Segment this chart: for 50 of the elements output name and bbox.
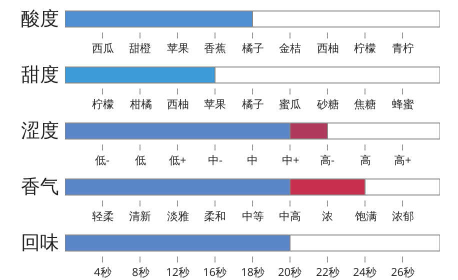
text: 饱满: [354, 209, 377, 224]
text: 中高: [279, 209, 301, 224]
text: 橘子: [242, 41, 264, 56]
text: 柑橘: [129, 97, 152, 112]
text: 轻柔: [92, 209, 114, 224]
text: 蜂蜜: [392, 97, 414, 112]
text: 低+: [169, 153, 186, 168]
text: 焦糖: [354, 97, 376, 112]
text: 西柚: [317, 41, 339, 56]
text: 高: [360, 153, 371, 168]
text: 砂糖: [316, 97, 339, 112]
text: 西柚: [167, 97, 189, 112]
text: 18秒: [241, 265, 265, 280]
text: 20秒: [278, 265, 302, 280]
text: 浓: [322, 209, 333, 224]
text: 22秒: [316, 265, 340, 280]
text: 柠檬: [92, 97, 114, 112]
text: 中-: [208, 153, 223, 168]
text: 淡雅: [167, 209, 189, 224]
text: 高+: [394, 153, 412, 168]
y-axis-title: 甜度: [21, 64, 59, 86]
text: 12秒: [166, 265, 190, 280]
text: 16秒: [203, 265, 227, 280]
text: 金桔: [279, 41, 301, 56]
text: 24秒: [353, 265, 377, 280]
text: 低-: [95, 153, 110, 168]
text: 柔和: [204, 209, 226, 224]
text: 苹果: [204, 97, 226, 112]
y-axis-title: 回味: [21, 232, 59, 254]
text: 甜橙: [129, 41, 151, 56]
text: 中: [247, 153, 258, 168]
text: 中+: [282, 153, 300, 168]
text: 高-: [320, 153, 335, 168]
y-axis-title: 香气: [21, 176, 59, 198]
text: 清新: [129, 209, 151, 224]
text: 4秒: [94, 265, 112, 280]
text: 中等: [242, 209, 264, 224]
y-axis-title: 涩度: [21, 120, 59, 142]
text: 蜜瓜: [279, 97, 301, 112]
y-axis-title: 酸度: [21, 8, 59, 30]
text: 26秒: [391, 265, 415, 280]
text: 西瓜: [92, 41, 114, 56]
text: 柠檬: [354, 41, 376, 56]
text: 苹果: [167, 41, 189, 56]
text: 青柠: [392, 41, 414, 56]
text: 橘子: [242, 97, 264, 112]
text: 香蕉: [204, 41, 226, 56]
text: 低: [135, 153, 146, 168]
text: 浓郁: [392, 209, 414, 224]
text: 8秒: [132, 265, 150, 280]
